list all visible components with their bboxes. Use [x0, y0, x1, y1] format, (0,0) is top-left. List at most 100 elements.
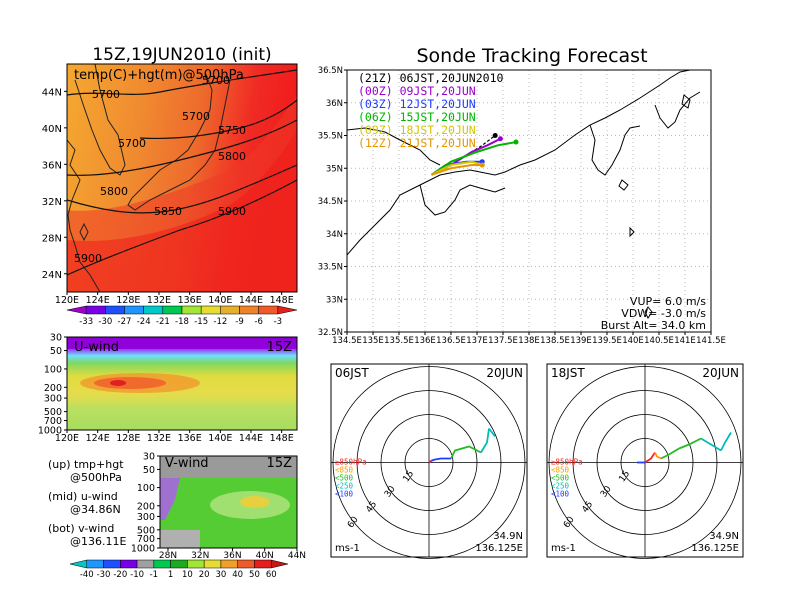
temp-map-frame	[66, 63, 298, 293]
y-tick-label: 36N	[42, 160, 62, 171]
x-tick-label: 139E	[570, 336, 592, 346]
vwind-time: 15Z	[267, 456, 293, 471]
x-tick-label: 138E	[518, 336, 540, 346]
y-tick-label: 35N	[326, 164, 343, 174]
coastline-japan	[127, 71, 231, 211]
x-tick-label: 139.5E	[592, 336, 622, 346]
colorbar-swatch	[270, 559, 289, 569]
contour-label: 5700	[182, 110, 210, 123]
x-tick-label: 136E	[178, 433, 202, 444]
pressure-level-label: <100	[335, 489, 354, 498]
contour-label: 5700	[92, 88, 120, 101]
x-tick-label: 28N	[159, 551, 177, 561]
launch-legend-item: (12Z) 21JST,20JUN	[358, 136, 476, 150]
colorbar-swatch	[69, 559, 88, 569]
colorbar-label: 20	[199, 570, 210, 580]
note-mid-1: (mid) u-wind	[48, 490, 118, 503]
hodograph-segment	[428, 459, 433, 464]
pressure-level-label: ≥850hPa	[551, 457, 583, 466]
hodograph-segment	[660, 447, 680, 460]
y-tick-label: 44N	[42, 87, 62, 98]
contour-label: 5750	[218, 124, 246, 137]
polar-date-label: 20JUN	[702, 366, 739, 380]
x-tick-label: 144E	[239, 433, 263, 444]
left-title: 15Z,19JUN2010 (init)	[92, 45, 271, 65]
vwind-label: V-wind	[165, 456, 209, 471]
colorbar-label: -10	[130, 570, 144, 580]
colorbar-swatch	[181, 305, 202, 315]
contour-labels: 5700 5700 5700 5750 5700 5800 5800 5850 …	[74, 74, 246, 265]
right-title: Sonde Tracking Forecast	[416, 45, 647, 67]
sonde-track-line	[431, 160, 483, 176]
x-tick-label: 140E	[208, 295, 232, 306]
y-tick-label: 32.5N	[318, 328, 343, 338]
contour-label: 5800	[100, 185, 128, 198]
hodograph-segment	[480, 428, 490, 453]
param-vdw: VDW= -3.0 m/s	[621, 307, 706, 320]
note-up-1: (up) tmp+hgt	[48, 458, 124, 471]
colorbar-label: 50	[249, 570, 260, 580]
colorbar-label: -40	[80, 570, 94, 580]
y-tick-label: 100	[44, 364, 62, 375]
coastline-taiwan	[79, 222, 89, 242]
temp-x-ticks: 120E 124E 128E 132E 136E 140E 144E 148E	[55, 292, 294, 306]
landing-point	[513, 139, 519, 145]
launch-legend-item: (21Z) 06JST,20JUN2010	[358, 71, 503, 85]
x-tick-label: 135E	[362, 336, 384, 346]
hodograph-segment	[488, 427, 496, 438]
x-tick-label: 138.5E	[540, 336, 570, 346]
x-tick-label: 136E	[178, 295, 202, 306]
colorbar-swatch	[85, 305, 106, 315]
uwind-label: U-wind	[74, 340, 119, 355]
contour-label: 5900	[74, 252, 102, 265]
colorbar-swatch	[143, 305, 164, 315]
colorbar-label: -27	[118, 317, 132, 327]
x-tick-label: 148E	[270, 295, 294, 306]
vwind-upper-gray	[160, 456, 297, 478]
contour-label: 5700	[202, 74, 230, 87]
y-tick-label: 32N	[42, 197, 62, 208]
uwind-time: 15Z	[267, 340, 293, 355]
x-tick-label: 124E	[86, 433, 110, 444]
polar-time-label: 06JST	[335, 366, 369, 380]
y-tick-label: 50	[50, 346, 62, 357]
pressure-level-label: <500	[551, 473, 570, 482]
colorbar-label: -15	[194, 317, 208, 327]
lat-label: 34.9N	[709, 531, 739, 542]
x-tick-label: 132E	[147, 295, 171, 306]
sonde-track-line	[430, 141, 517, 176]
vwind-x-ticks: 28N 32N 36N 40N 44N	[159, 548, 306, 561]
colorbar-label: -9	[235, 317, 243, 327]
x-tick-label: 44N	[288, 551, 306, 561]
x-tick-label: 141E	[674, 336, 696, 346]
hodograph-segment	[654, 452, 662, 460]
colorbar-label: 10	[182, 570, 193, 580]
colorbar-swatch	[162, 305, 183, 315]
y-tick-label: 200	[44, 383, 62, 394]
y-tick-label: 500	[137, 525, 155, 536]
colorbar-swatch	[86, 559, 104, 569]
landing-point	[492, 133, 498, 138]
x-tick-label: 132E	[147, 433, 171, 444]
note-bot-1: (bot) v-wind	[48, 522, 114, 535]
island-shape	[681, 94, 691, 109]
x-tick-label: 135.5E	[384, 336, 414, 346]
jet-core-inner	[110, 380, 126, 386]
landing-point	[497, 136, 503, 142]
x-tick-label: 137E	[466, 336, 488, 346]
hodograph-segment	[678, 437, 702, 450]
y-tick-label: 36.5N	[318, 66, 343, 76]
temp-colorbar: -33 -30 -27 -24 -21 -18 -15 -12 -9 -6 -3	[66, 305, 298, 327]
pressure-level-label: <100	[551, 489, 570, 498]
colorbar-swatch	[200, 305, 221, 315]
pressure-level-label: <500	[335, 473, 354, 482]
pressure-level-label: <850	[335, 465, 354, 474]
x-tick-label: 36N	[223, 551, 241, 561]
coastline-izu	[589, 124, 641, 176]
colorbar-label: -6	[254, 317, 262, 327]
coastline-kii	[419, 184, 506, 216]
colorbar-label: -30	[98, 317, 112, 327]
y-tick-label: 200	[137, 501, 155, 512]
